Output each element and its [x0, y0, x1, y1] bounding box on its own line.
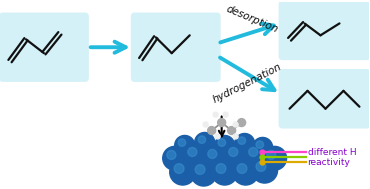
Circle shape — [203, 122, 208, 127]
Circle shape — [225, 143, 249, 167]
Circle shape — [215, 136, 235, 155]
Circle shape — [208, 127, 216, 134]
Circle shape — [238, 137, 246, 144]
Circle shape — [212, 159, 238, 185]
FancyBboxPatch shape — [0, 12, 89, 82]
Circle shape — [228, 127, 236, 134]
Circle shape — [204, 145, 228, 169]
Circle shape — [188, 147, 197, 156]
FancyBboxPatch shape — [279, 69, 370, 129]
Circle shape — [233, 159, 259, 185]
Text: hydrogenation: hydrogenation — [212, 61, 284, 105]
Circle shape — [184, 143, 208, 167]
Circle shape — [256, 141, 263, 148]
Circle shape — [216, 164, 226, 174]
FancyBboxPatch shape — [131, 12, 221, 82]
Circle shape — [178, 139, 186, 146]
Circle shape — [218, 139, 226, 146]
Circle shape — [218, 119, 226, 127]
Circle shape — [235, 133, 255, 153]
Text: desorption: desorption — [224, 4, 279, 35]
Circle shape — [208, 149, 217, 158]
Circle shape — [256, 162, 266, 171]
FancyBboxPatch shape — [279, 1, 370, 60]
Circle shape — [263, 146, 286, 170]
Circle shape — [195, 165, 205, 174]
Circle shape — [238, 119, 246, 127]
Circle shape — [253, 137, 273, 157]
Circle shape — [213, 112, 218, 117]
Circle shape — [233, 122, 238, 127]
Circle shape — [174, 164, 184, 174]
Circle shape — [175, 136, 195, 155]
Circle shape — [237, 164, 247, 174]
Circle shape — [223, 112, 228, 117]
Circle shape — [229, 147, 238, 156]
Circle shape — [163, 146, 187, 170]
Circle shape — [198, 136, 206, 143]
Circle shape — [195, 132, 215, 152]
Circle shape — [170, 159, 196, 185]
Circle shape — [252, 157, 278, 183]
Text: different H: different H — [307, 148, 356, 157]
Circle shape — [167, 150, 176, 160]
Circle shape — [267, 150, 276, 160]
Circle shape — [191, 160, 217, 186]
Circle shape — [245, 143, 269, 167]
Circle shape — [249, 147, 258, 156]
Circle shape — [233, 134, 238, 139]
Circle shape — [215, 134, 220, 139]
Text: reactivity: reactivity — [307, 158, 350, 167]
